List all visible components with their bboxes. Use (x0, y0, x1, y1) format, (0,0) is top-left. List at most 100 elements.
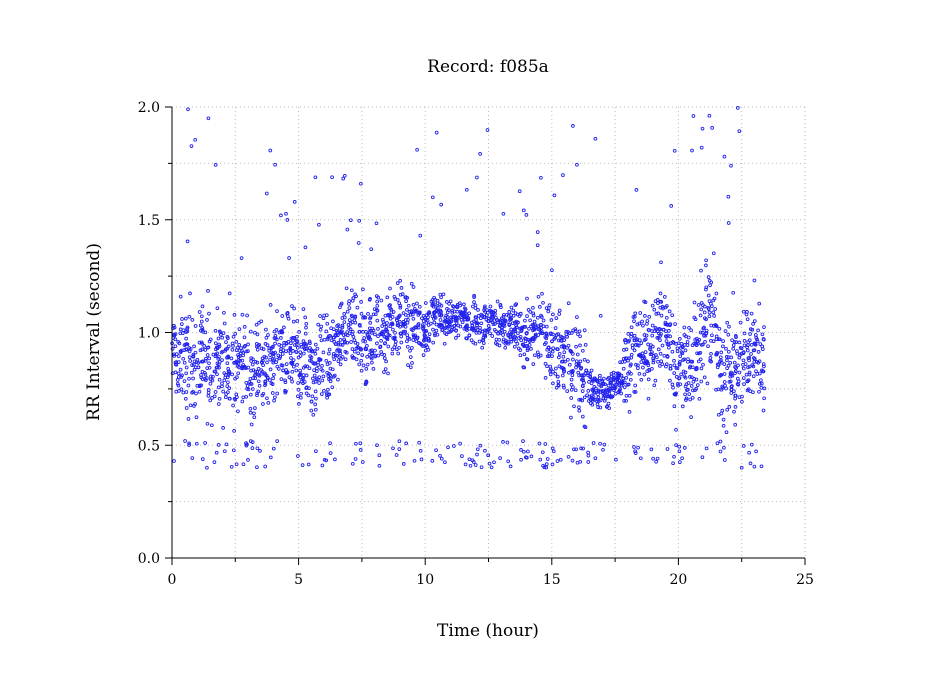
data-point (185, 342, 190, 347)
data-point (711, 310, 716, 315)
data-point (454, 318, 459, 323)
data-point (475, 447, 480, 452)
data-point (566, 454, 571, 459)
data-point (479, 312, 484, 317)
data-point (736, 363, 740, 368)
data-point (571, 385, 575, 389)
data-point (299, 342, 303, 347)
data-point (715, 441, 720, 446)
data-point (188, 291, 192, 296)
data-point (449, 327, 454, 332)
data-point (274, 360, 278, 365)
data-point (255, 446, 260, 451)
data-point (626, 358, 630, 363)
data-point (494, 329, 498, 334)
data-point (237, 365, 241, 370)
data-point (714, 334, 719, 339)
data-point (241, 353, 245, 358)
data-point (688, 375, 692, 379)
data-point (558, 338, 563, 343)
data-point (704, 263, 708, 268)
data-point (199, 314, 204, 319)
data-point (606, 377, 610, 381)
data-point (709, 351, 713, 356)
data-point (614, 457, 618, 462)
data-point (501, 315, 506, 319)
data-point (411, 302, 416, 307)
data-point (683, 392, 687, 397)
data-point (459, 318, 464, 322)
data-point (664, 339, 669, 343)
x-tick-label: 0 (168, 572, 177, 588)
data-point (479, 465, 484, 470)
data-point (192, 344, 196, 349)
data-point (668, 378, 672, 383)
data-point (725, 358, 729, 363)
data-point (547, 303, 552, 308)
data-point (246, 387, 251, 392)
data-point (352, 349, 357, 354)
data-point (658, 291, 663, 296)
data-point (721, 344, 725, 349)
data-point (201, 359, 205, 364)
data-point (223, 395, 228, 400)
data-point (711, 251, 716, 256)
data-point (669, 204, 674, 208)
data-point (712, 296, 717, 301)
data-point (618, 387, 622, 392)
data-point (398, 292, 403, 297)
data-point (498, 302, 503, 307)
data-point (720, 386, 725, 390)
data-point (549, 332, 553, 337)
data-point (247, 380, 252, 384)
data-point (268, 455, 273, 460)
data-point (564, 329, 569, 334)
data-point (434, 322, 439, 327)
data-point (556, 338, 561, 343)
data-point (575, 352, 580, 357)
data-point (529, 454, 534, 459)
data-point (465, 313, 469, 318)
data-point (632, 338, 637, 343)
data-point (434, 448, 438, 453)
data-point (651, 356, 655, 361)
data-point (535, 324, 540, 329)
data-point (188, 359, 193, 363)
data-point (369, 247, 374, 252)
data-point (438, 318, 443, 322)
data-point (347, 331, 352, 336)
data-point (561, 359, 565, 364)
data-point (322, 388, 326, 393)
data-points-layer (170, 106, 767, 470)
data-point (584, 368, 589, 373)
data-point (224, 340, 228, 344)
data-point (465, 323, 469, 328)
data-point (449, 319, 454, 323)
data-point (338, 342, 343, 347)
data-point (761, 337, 766, 341)
data-point (687, 325, 691, 330)
data-point (525, 344, 530, 348)
data-point (548, 372, 553, 377)
data-point (502, 321, 507, 326)
data-point (746, 343, 750, 348)
data-point (739, 465, 744, 470)
data-point (424, 343, 428, 348)
data-point (357, 218, 362, 223)
data-point (623, 356, 628, 361)
data-point (213, 341, 218, 346)
data-point (596, 392, 600, 397)
data-point (747, 450, 751, 455)
data-point (264, 335, 269, 340)
data-point (699, 307, 704, 312)
data-point (747, 364, 752, 369)
data-point (516, 331, 520, 336)
data-point (170, 347, 175, 351)
data-point (295, 334, 299, 339)
data-point (574, 447, 578, 452)
data-point (268, 148, 273, 153)
data-point (210, 396, 214, 400)
data-point (208, 398, 213, 403)
data-point (576, 362, 581, 366)
data-point (227, 291, 232, 296)
